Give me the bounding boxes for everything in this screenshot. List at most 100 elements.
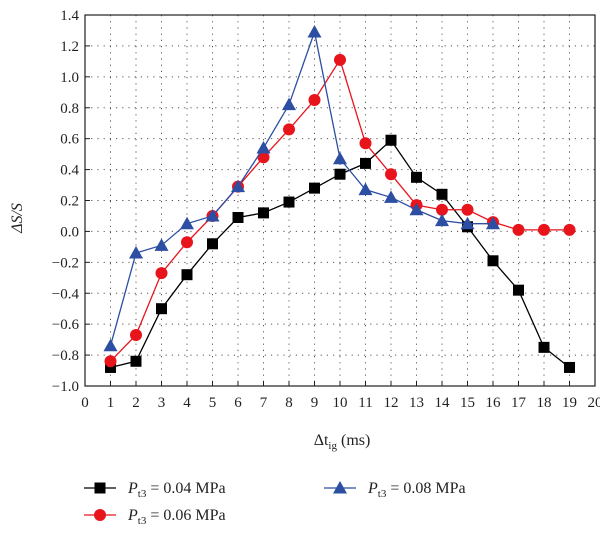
legend-marker <box>94 509 106 521</box>
legend-label: Pt3 = 0.04 MPa <box>127 480 226 500</box>
x-tick-label: 15 <box>460 395 475 411</box>
y-tick-label: 0.6 <box>60 132 79 148</box>
data-point <box>258 207 269 219</box>
data-point <box>385 168 397 181</box>
legend: Pt3 = 0.04 MPa Pt3 = 0.06 MPa Pt3 = 0.08 M… <box>84 480 466 527</box>
data-point <box>384 190 398 203</box>
data-point <box>487 255 499 267</box>
x-tick-label: 20 <box>588 395 600 411</box>
data-point <box>538 223 550 236</box>
series-square <box>105 134 575 373</box>
x-axis-label-main: Δt <box>314 432 329 449</box>
data-point <box>103 338 118 352</box>
data-point <box>156 303 167 315</box>
data-point <box>180 216 194 230</box>
data-point <box>105 361 116 373</box>
x-tick-label: 5 <box>209 395 217 411</box>
grid-lines <box>85 15 595 386</box>
data-point <box>563 223 576 236</box>
data-point <box>513 284 524 296</box>
y-tick-label: −1.0 <box>52 379 79 395</box>
data-point <box>231 179 245 193</box>
data-point <box>282 97 296 111</box>
data-point <box>283 123 295 136</box>
x-tick-label: 7 <box>260 395 268 411</box>
x-tick-label: 10 <box>333 395 348 411</box>
y-tick-label: −0.8 <box>52 348 79 364</box>
x-tick-label: 13 <box>409 395 424 411</box>
data-point <box>435 213 449 227</box>
x-tick-label: 19 <box>562 395 577 411</box>
data-point <box>256 140 271 154</box>
data-point <box>333 151 347 165</box>
data-point <box>385 134 397 146</box>
y-tick-label: −0.6 <box>52 317 80 333</box>
y-tick-label: 1.4 <box>60 8 79 24</box>
axis-ticks: 0 1 2 3 4 5 6 7 8 9 10 11 12 13 14 15 16 17 18 19 20−1.0−0.8… <box>52 8 600 411</box>
x-tick-label: 1 <box>107 395 115 411</box>
data-point <box>307 25 322 38</box>
series-triangle <box>103 25 500 352</box>
data-point <box>309 182 320 194</box>
legend-marker <box>94 482 106 494</box>
x-axis-label-unit: (ms) <box>337 432 370 449</box>
data-point <box>205 208 220 222</box>
y-tick-label: 0.2 <box>60 194 79 210</box>
series-circle <box>104 53 576 368</box>
data-point <box>358 182 373 196</box>
legend-entry: Pt3 = 0.04 MPa <box>84 480 226 500</box>
y-axis-label: ΔS/S <box>9 203 26 234</box>
data-point <box>409 202 424 216</box>
data-point <box>232 212 244 224</box>
data-point <box>257 151 270 164</box>
y-tick-label: 1.0 <box>60 70 79 86</box>
x-tick-label: 3 <box>158 395 166 411</box>
y-tick-label: 1.2 <box>60 39 79 55</box>
data-point <box>334 53 346 66</box>
data-point <box>436 188 448 200</box>
data-series <box>103 25 576 373</box>
x-tick-label: 4 <box>183 395 191 411</box>
x-tick-label: 6 <box>234 395 242 411</box>
series-line <box>110 58 570 362</box>
legend-entry: Pt3 = 0.06 MPa <box>84 507 226 527</box>
series-line <box>109 29 493 346</box>
data-point <box>360 157 371 169</box>
y-tick-label: −0.4 <box>52 286 80 302</box>
y-tick-label: −0.2 <box>52 255 79 271</box>
data-point <box>436 203 448 216</box>
data-point <box>411 171 422 183</box>
data-point <box>512 223 525 236</box>
data-point <box>334 168 346 180</box>
x-tick-label: 18 <box>537 395 552 411</box>
data-point <box>538 341 550 353</box>
x-tick-label: 8 <box>285 395 293 411</box>
y-tick-label: 0.0 <box>60 224 79 240</box>
data-point <box>359 137 372 150</box>
data-point <box>486 216 500 230</box>
data-point <box>564 361 575 373</box>
data-point <box>308 94 321 107</box>
data-point <box>283 196 295 208</box>
x-tick-label: 0 <box>81 395 89 411</box>
data-point <box>460 216 475 230</box>
data-point <box>155 267 168 280</box>
x-tick-label: 17 <box>511 395 527 411</box>
x-tick-label: 12 <box>384 395 399 411</box>
data-point <box>461 203 474 216</box>
legend-entry: Pt3 = 0.08 MPa <box>324 480 466 500</box>
legend-label: Pt3 = 0.06 MPa <box>127 507 226 527</box>
x-tick-label: 16 <box>486 395 502 411</box>
data-point <box>207 238 218 250</box>
x-axis-label: Δtig (ms) <box>314 432 371 452</box>
data-point <box>181 269 193 281</box>
y-tick-label: 0.4 <box>60 163 79 179</box>
x-axis-label-sub: ig <box>328 440 337 452</box>
data-point <box>154 238 169 251</box>
y-tick-label: 0.8 <box>60 101 79 117</box>
data-point <box>130 328 142 341</box>
x-tick-label: 9 <box>311 395 319 411</box>
legend-marker <box>333 481 347 494</box>
legend-label: Pt3 = 0.08 MPa <box>367 480 466 500</box>
